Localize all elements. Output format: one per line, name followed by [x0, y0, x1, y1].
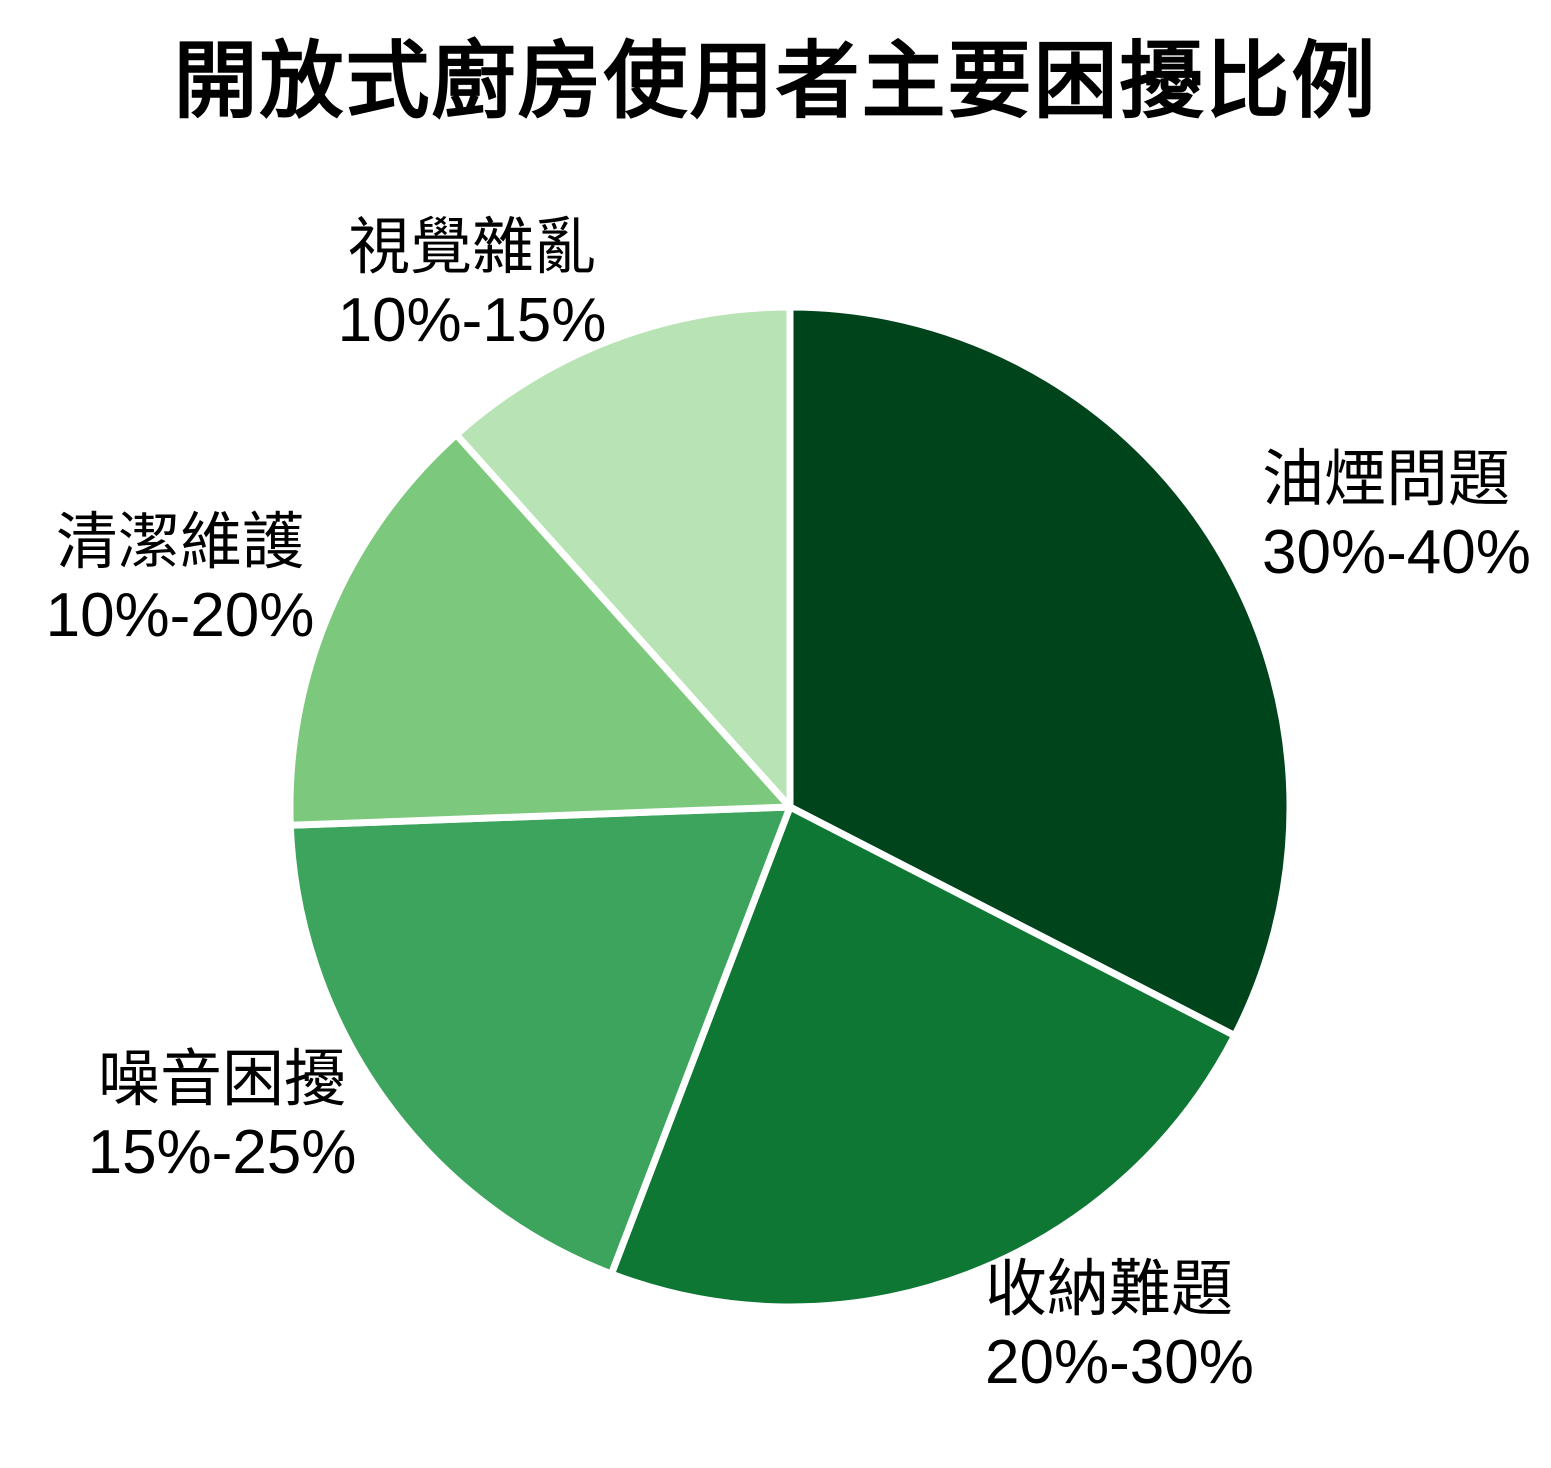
- chart-title: 開放式廚房使用者主要困擾比例: [173, 34, 1378, 128]
- pie-slice-storage: [607, 803, 1239, 1311]
- slice-name: 清潔維護: [55, 508, 305, 577]
- pie-slice-cleaning: [286, 431, 794, 829]
- pie-slice-oil-smoke: [786, 303, 1294, 1040]
- slice-label-storage: 收納難題 20%-30%: [985, 1253, 1254, 1399]
- slice-name: 噪音困擾: [97, 1045, 347, 1114]
- slice-label-visual-clutter: 視覺雜亂 10%-15%: [338, 211, 607, 357]
- slice-label-oil-smoke: 油煙問題 30%-40%: [1262, 443, 1531, 589]
- pie-slice-noise: [286, 803, 794, 1278]
- slice-label-noise: 噪音困擾 15%-25%: [88, 1043, 357, 1189]
- slice-range: 15%-25%: [87, 1118, 357, 1187]
- slice-range: 20%-30%: [985, 1328, 1254, 1397]
- slice-range: 30%-40%: [1262, 518, 1531, 587]
- slice-range: 10%-20%: [45, 581, 315, 650]
- slice-name: 視覺雜亂: [347, 213, 597, 282]
- slice-name: 油煙問題: [1262, 445, 1511, 514]
- slice-range: 10%-15%: [337, 286, 607, 355]
- slice-label-cleaning: 清潔維護 10%-20%: [46, 506, 315, 652]
- pie-slice-visual-clutter: [452, 303, 794, 811]
- slice-name: 收納難題: [985, 1255, 1234, 1324]
